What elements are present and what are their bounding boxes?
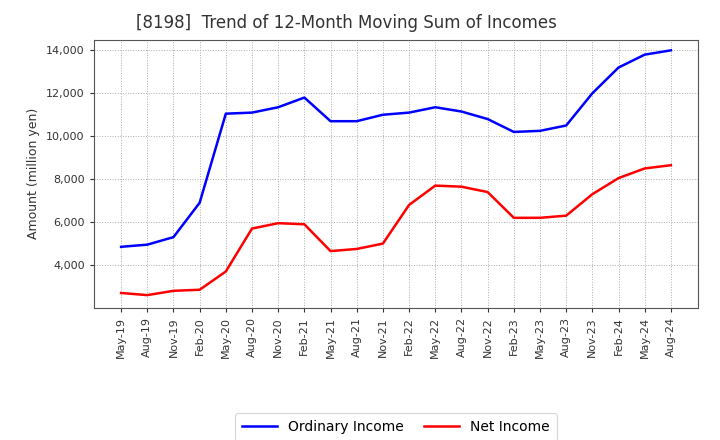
Net Income <box>614 176 623 181</box>
Net Income <box>431 183 440 188</box>
Net Income <box>457 184 466 189</box>
Net Income <box>640 166 649 171</box>
Ordinary Income <box>510 129 518 135</box>
Ordinary Income <box>667 48 675 53</box>
Ordinary Income <box>222 111 230 116</box>
Net Income <box>352 246 361 252</box>
Ordinary Income <box>562 123 570 128</box>
Line: Net Income: Net Income <box>121 165 671 295</box>
Ordinary Income <box>248 110 256 115</box>
Ordinary Income <box>536 128 544 133</box>
Net Income <box>536 215 544 220</box>
Ordinary Income <box>431 105 440 110</box>
Net Income <box>300 222 309 227</box>
Ordinary Income <box>483 117 492 122</box>
Ordinary Income <box>143 242 152 247</box>
Net Income <box>562 213 570 218</box>
Net Income <box>169 288 178 293</box>
Text: [8198]  Trend of 12-Month Moving Sum of Incomes: [8198] Trend of 12-Month Moving Sum of I… <box>136 15 557 33</box>
Ordinary Income <box>405 110 413 115</box>
Ordinary Income <box>169 235 178 240</box>
Net Income <box>483 189 492 194</box>
Line: Ordinary Income: Ordinary Income <box>121 50 671 247</box>
Net Income <box>222 269 230 274</box>
Ordinary Income <box>195 200 204 205</box>
Ordinary Income <box>614 65 623 70</box>
Net Income <box>379 241 387 246</box>
Net Income <box>248 226 256 231</box>
Net Income <box>510 215 518 220</box>
Ordinary Income <box>379 112 387 117</box>
Net Income <box>274 220 282 226</box>
Ordinary Income <box>640 52 649 57</box>
Net Income <box>588 191 597 197</box>
Net Income <box>195 287 204 293</box>
Ordinary Income <box>117 244 125 249</box>
Y-axis label: Amount (million yen): Amount (million yen) <box>27 108 40 239</box>
Legend: Ordinary Income, Net Income: Ordinary Income, Net Income <box>235 413 557 440</box>
Net Income <box>667 162 675 168</box>
Ordinary Income <box>326 118 335 124</box>
Net Income <box>326 249 335 254</box>
Net Income <box>405 202 413 208</box>
Ordinary Income <box>352 118 361 124</box>
Ordinary Income <box>274 105 282 110</box>
Ordinary Income <box>588 91 597 96</box>
Net Income <box>117 290 125 296</box>
Ordinary Income <box>457 109 466 114</box>
Ordinary Income <box>300 95 309 100</box>
Net Income <box>143 293 152 298</box>
